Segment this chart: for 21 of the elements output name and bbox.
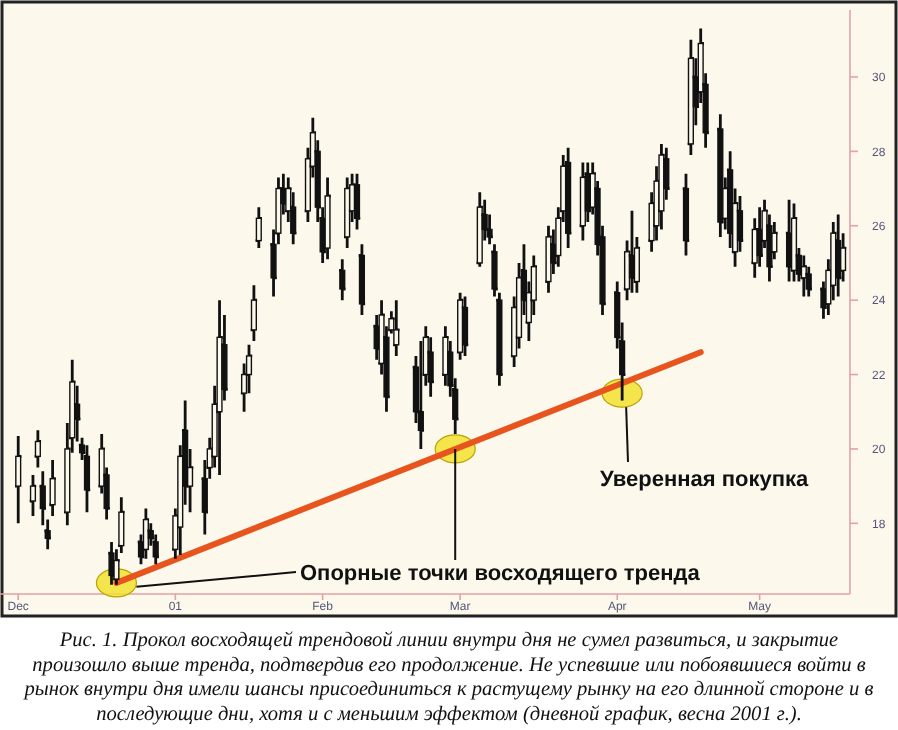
candlestick <box>461 295 469 358</box>
candlestick <box>142 507 149 561</box>
candlestick <box>255 205 262 250</box>
candlestick <box>790 202 798 283</box>
candlestick <box>687 38 694 157</box>
candlestick <box>29 473 37 518</box>
candlestick <box>358 242 366 317</box>
annotation: Уверенная покупка <box>600 468 811 492</box>
text: Рис. 1. Прокол восходящей трендовой линии внутри дня не сумел развиться, и закрытие произошло выше тренда, подтвердив его продолжение. Не успевшие или побоявшиеся войти в рынок внутри дня имели шансы присоединиться к растущему рынку на его длинной стороне и в последующие дни, хотя и с меньшим эффектом (дневной график, весна 2001 г.). <box>22 630 875 726</box>
candlestick <box>682 172 690 257</box>
candlestick <box>15 434 22 525</box>
candlestick <box>344 175 351 250</box>
candlestick <box>34 428 41 469</box>
annotation: Опорные точки восходящего тренда <box>300 562 702 586</box>
candlestick <box>353 172 361 231</box>
candlestick <box>250 283 257 343</box>
candlestick <box>108 540 115 587</box>
candlestick <box>339 257 346 302</box>
candlestick <box>800 254 807 298</box>
candlestick <box>216 298 223 477</box>
candlestick <box>83 443 91 514</box>
